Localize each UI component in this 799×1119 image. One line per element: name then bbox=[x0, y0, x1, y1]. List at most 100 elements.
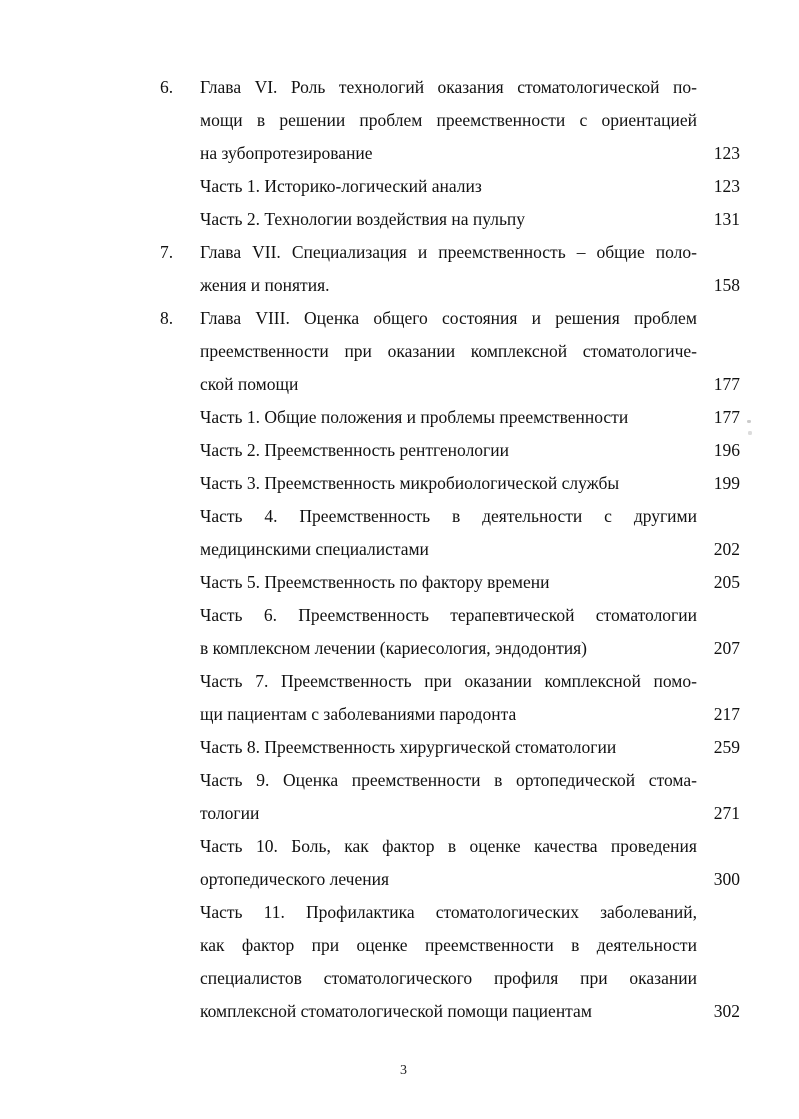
toc-word: деятельности bbox=[596, 935, 697, 955]
toc-word: Часть bbox=[200, 605, 243, 625]
toc-word: Часть bbox=[200, 902, 243, 922]
toc-entry[interactable]: Часть 6. Преемственность терапевтической сто… bbox=[0, 599, 799, 665]
toc-word: общие bbox=[596, 242, 645, 262]
toc-entry[interactable]: 7. Глава VII. Специализация и преемственность… bbox=[0, 236, 799, 302]
page-number: 3 bbox=[400, 1063, 407, 1078]
toc-word: стоматологических bbox=[435, 902, 579, 922]
toc-entry[interactable]: Часть 1. Общие положения и проблемы прее… bbox=[0, 401, 799, 434]
toc-entry-lines: Часть 8. Преемственность хирургической с… bbox=[200, 731, 740, 764]
toc-word: VII. bbox=[252, 242, 281, 262]
toc-entry[interactable]: Часть 8. Преемственность хирургической с… bbox=[0, 731, 799, 764]
toc-word: оценке bbox=[356, 935, 408, 955]
toc-entry-page-number[interactable]: 205 bbox=[713, 572, 740, 592]
toc-word: как bbox=[344, 836, 369, 856]
toc-entry-page-number[interactable]: 217 bbox=[713, 704, 740, 724]
toc-entry-page-number[interactable]: 196 bbox=[713, 440, 740, 460]
toc-word: технологий bbox=[338, 77, 425, 97]
toc-entry-line: Часть 10. Боль, как фактор в оценке качества про… bbox=[200, 830, 697, 863]
toc-entry-title: Часть 5. Преемственность по фактору врем… bbox=[200, 572, 550, 592]
toc-entry-line: ортопедического лечения 300 bbox=[200, 863, 740, 896]
toc-word: VIII. bbox=[255, 308, 290, 328]
toc-entry-page-number[interactable]: 123 bbox=[713, 176, 740, 196]
toc-entry[interactable]: Часть 1. Историко-логический анализ 123 bbox=[0, 170, 799, 203]
toc-word: стоматологической bbox=[517, 77, 660, 97]
toc-word: качества bbox=[534, 836, 598, 856]
toc-entry[interactable]: Часть 3. Преемственность микробиологичес… bbox=[0, 467, 799, 500]
toc-word: оказании bbox=[464, 671, 532, 691]
toc-entry-title: медицинскими специалистами bbox=[200, 539, 429, 559]
toc-entry-line: преемственности при оказании комплексной сто… bbox=[200, 335, 697, 368]
toc-word: преемственности bbox=[200, 341, 329, 361]
scan-speck-artifact bbox=[748, 431, 752, 435]
toc-entry-page-number[interactable]: 123 bbox=[713, 143, 740, 163]
toc-entry[interactable]: Часть 10. Боль, как фактор в оценке качества про… bbox=[0, 830, 799, 896]
toc-entry-title: ской помощи bbox=[200, 374, 299, 394]
toc-entry-title: Часть 3. Преемственность микробиологичес… bbox=[200, 473, 620, 493]
toc-word: Глава bbox=[200, 77, 242, 97]
toc-word: другими bbox=[633, 506, 697, 526]
toc-word: Глава bbox=[200, 308, 242, 328]
toc-word: 9. bbox=[256, 770, 270, 790]
toc-entry[interactable]: Часть 11. Профилактика стоматологических заб… bbox=[0, 896, 799, 1028]
toc-entry-line: медицинскими специалистами 202 bbox=[200, 533, 740, 566]
toc-word: Специализация bbox=[291, 242, 407, 262]
toc-entry-title: ортопедического лечения bbox=[200, 869, 390, 889]
toc-entry-page-number[interactable]: 177 bbox=[713, 407, 740, 427]
toc-entry[interactable]: 6. Глава VI. Роль технологий оказания стоматол… bbox=[0, 71, 799, 170]
toc-word: при bbox=[580, 968, 608, 988]
toc-word: VI. bbox=[254, 77, 278, 97]
toc-entry[interactable]: Часть 4. Преемственность в деятельности с друг… bbox=[0, 500, 799, 566]
toc-entry[interactable]: 8. Глава VIII. Оценка общего состояния и решени… bbox=[0, 302, 799, 401]
toc-entry-page-number[interactable]: 259 bbox=[713, 737, 740, 757]
toc-word: комплексной bbox=[470, 341, 568, 361]
toc-word: 7. bbox=[255, 671, 269, 691]
toc-word: специалистов bbox=[200, 968, 302, 988]
toc-word: 6. bbox=[263, 605, 277, 625]
table-of-contents: 6. Глава VI. Роль технологий оказания стоматол… bbox=[0, 71, 799, 1028]
toc-entry-line: Часть 11. Профилактика стоматологических заб… bbox=[200, 896, 697, 929]
toc-word: Часть bbox=[200, 671, 243, 691]
toc-entry-page-number[interactable]: 177 bbox=[713, 374, 740, 394]
toc-entry[interactable]: Часть 7. Преемственность при оказании комплек… bbox=[0, 665, 799, 731]
toc-entry-line: Часть 9. Оценка преемственности в ортопедичес… bbox=[200, 764, 697, 797]
toc-entry-title: Часть 2. Преемственность рентгенологии bbox=[200, 440, 509, 460]
toc-entry[interactable]: Часть 2. Преемственность рентгенологии 19… bbox=[0, 434, 799, 467]
toc-entry-lines: Часть 11. Профилактика стоматологических заб… bbox=[200, 896, 740, 1028]
toc-entry-line: жения и понятия. 158 bbox=[200, 269, 740, 302]
toc-entry[interactable]: Часть 2. Технологии воздействия на пульп… bbox=[0, 203, 799, 236]
toc-word: стома- bbox=[648, 770, 697, 790]
toc-entry-title: комплексной стоматологической помощи пац… bbox=[200, 1001, 592, 1021]
toc-entry-page-number[interactable]: 158 bbox=[713, 275, 740, 295]
scan-speck-artifact bbox=[747, 420, 751, 423]
toc-word: комплексной bbox=[544, 671, 641, 691]
toc-entry-line: в комплексном лечении (кариесология, энд… bbox=[200, 632, 740, 665]
toc-entry-ordinal: 6. bbox=[160, 77, 174, 97]
toc-word: 10. bbox=[255, 836, 278, 856]
toc-word: Боль, bbox=[291, 836, 331, 856]
toc-entry-page-number[interactable]: 131 bbox=[713, 209, 740, 229]
toc-entry-lines: Глава VI. Роль технологий оказания стоматолог… bbox=[200, 71, 740, 170]
toc-entry-page-number[interactable]: 207 bbox=[713, 638, 740, 658]
toc-word: по- bbox=[672, 77, 697, 97]
toc-entry-ordinal: 7. bbox=[160, 242, 174, 262]
toc-entry-line: щи пациентам с заболеваниями пародонта 21… bbox=[200, 698, 740, 731]
toc-entry-lines: Часть 2. Преемственность рентгенологии 19… bbox=[200, 434, 740, 467]
toc-entry-title: щи пациентам с заболеваниями пародонта bbox=[200, 704, 517, 724]
toc-word: стоматологиче- bbox=[582, 341, 697, 361]
toc-word: терапевтической bbox=[450, 605, 575, 625]
toc-entry[interactable]: Часть 9. Оценка преемственности в ортопедичес… bbox=[0, 764, 799, 830]
toc-entry-page-number[interactable]: 199 bbox=[713, 473, 740, 493]
toc-word: преемственность bbox=[438, 242, 566, 262]
toc-word: проблем bbox=[359, 110, 423, 130]
toc-word: ортопедической bbox=[516, 770, 636, 790]
toc-word: Оценка bbox=[282, 770, 339, 790]
toc-entry-page-number[interactable]: 271 bbox=[713, 803, 740, 823]
toc-entry-line: комплексной стоматологической помощи пац… bbox=[200, 995, 740, 1028]
toc-word: с bbox=[604, 506, 612, 526]
toc-entry-page-number[interactable]: 302 bbox=[713, 1001, 740, 1021]
toc-word: 4. bbox=[264, 506, 278, 526]
toc-entry-page-number[interactable]: 202 bbox=[713, 539, 740, 559]
toc-entry[interactable]: Часть 5. Преемственность по фактору врем… bbox=[0, 566, 799, 599]
toc-word: поло- bbox=[655, 242, 697, 262]
toc-entry-page-number[interactable]: 300 bbox=[713, 869, 740, 889]
